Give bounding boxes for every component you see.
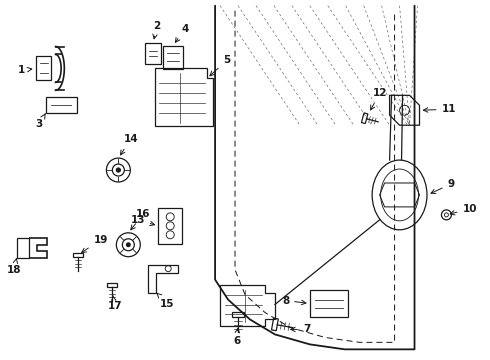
Text: 16: 16: [131, 209, 151, 230]
Circle shape: [126, 242, 131, 247]
Text: 15: 15: [157, 293, 175, 309]
Text: 7: 7: [291, 324, 310, 334]
Text: 1: 1: [18, 66, 32, 75]
Text: 6: 6: [233, 328, 240, 346]
Circle shape: [116, 168, 121, 172]
Text: 17: 17: [107, 296, 122, 311]
Text: 9: 9: [431, 179, 455, 193]
Text: 4: 4: [175, 23, 189, 42]
Text: 19: 19: [82, 235, 108, 253]
Text: 5: 5: [210, 55, 230, 76]
Text: 11: 11: [423, 104, 456, 114]
Text: 12: 12: [370, 88, 387, 110]
Text: 13: 13: [130, 215, 154, 226]
Text: 8: 8: [282, 296, 306, 306]
Text: 14: 14: [121, 134, 138, 155]
Text: 10: 10: [450, 204, 477, 215]
Text: 2: 2: [153, 21, 161, 39]
Text: 3: 3: [36, 114, 45, 129]
Text: 18: 18: [7, 258, 21, 275]
